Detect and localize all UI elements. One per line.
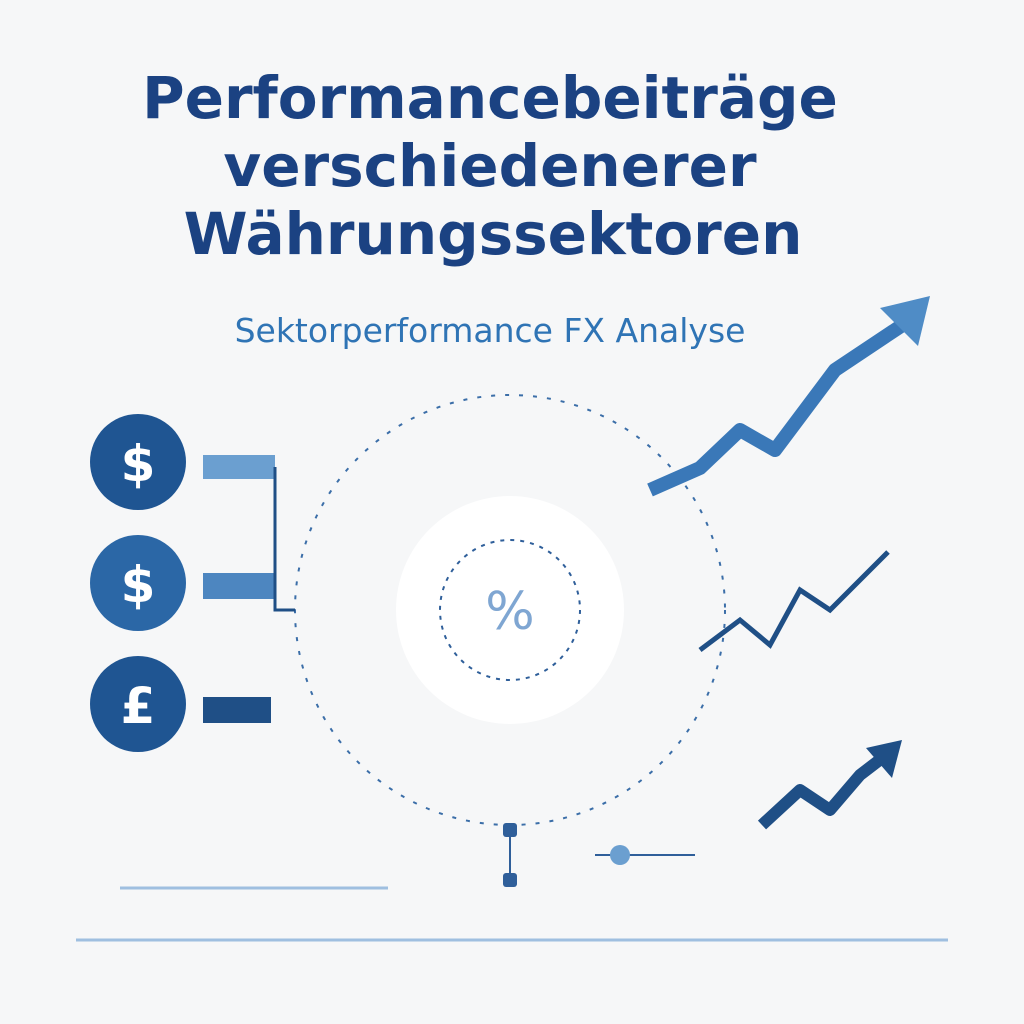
trend-line [698,550,890,652]
currency-icon [90,656,186,752]
arrow-head [880,296,930,346]
connector [273,467,295,612]
currency-icon [90,414,186,510]
connector-bar [203,573,275,599]
node [503,873,517,887]
currency-symbol: $ [121,556,156,614]
title-line: Performancebeiträge [142,64,838,132]
icon-arrow [866,740,902,778]
node [503,823,517,837]
subtitle: Sektorperformance FX Analyse [235,311,746,350]
node [610,845,630,865]
title-line: Währungssektoren [184,200,803,268]
trend-line [647,314,914,497]
currency-symbol: £ [121,677,156,735]
percent-icon: % [485,582,534,642]
donut-hole [396,496,624,724]
currency-icon [90,535,186,631]
title-line: verschiedenerer [223,132,757,200]
connector-bar [203,455,275,479]
icon-line [757,747,894,830]
currency-symbol: $ [121,435,156,493]
inner-ring [439,539,581,681]
connector-bar [203,697,271,723]
